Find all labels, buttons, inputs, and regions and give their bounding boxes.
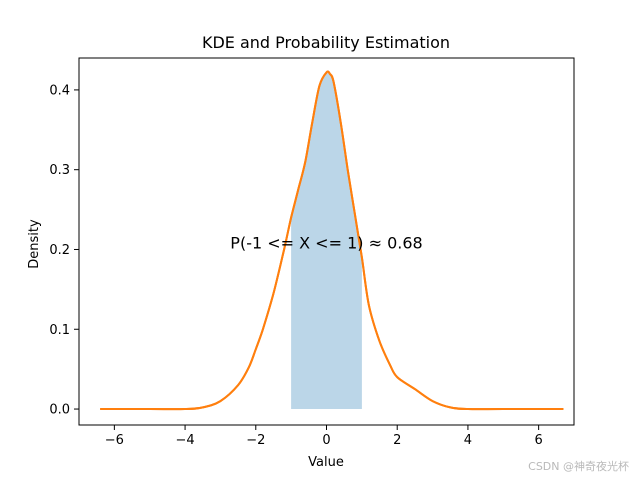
probability-annotation: P(-1 <= X <= 1) ≈ 0.68 — [230, 233, 422, 252]
y-tick-label: 0.1 — [49, 323, 70, 338]
y-axis-label: Density — [27, 219, 42, 269]
y-tick-label: 0.3 — [49, 163, 70, 178]
x-tick-label: 0 — [322, 433, 330, 448]
kde-line-2 — [100, 70, 564, 411]
plot-area: P(-1 <= X <= 1) ≈ 0.68 −6 −4 −2 0 2 4 6 0.0 0.1 0.… — [49, 57, 575, 448]
x-tick-label: 2 — [393, 433, 401, 448]
x-tick-label: 4 — [464, 433, 472, 448]
watermark: CSDN @神奇夜光杯 — [528, 460, 629, 473]
x-tick-label: −2 — [246, 433, 265, 448]
y-tick-label: 0.4 — [49, 83, 70, 98]
x-tick-label: −4 — [175, 433, 194, 448]
x-tick-label: 6 — [535, 433, 543, 448]
x-axis-label: Value — [308, 455, 344, 470]
chart-title: KDE and Probability Estimation — [202, 33, 450, 52]
shaded-probability-region — [291, 72, 362, 410]
y-tick-label: 0.0 — [49, 403, 70, 418]
y-tick-label: 0.2 — [49, 243, 70, 258]
x-tick-label: −6 — [105, 433, 124, 448]
